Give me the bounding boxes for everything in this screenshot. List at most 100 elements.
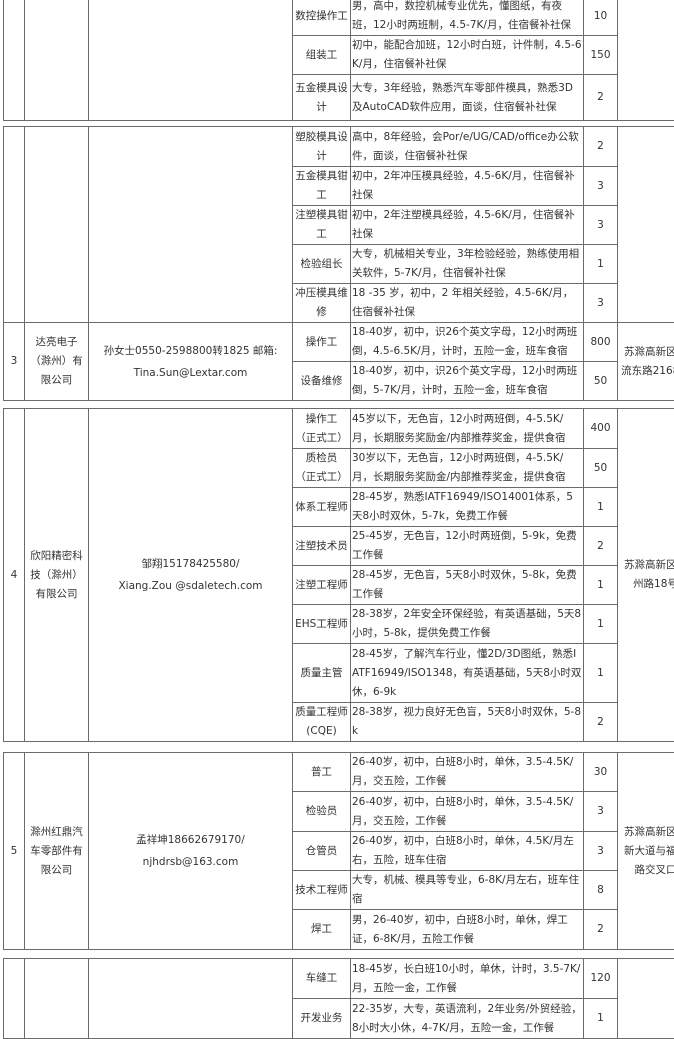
job-title: 五金模具设计: [293, 75, 351, 121]
job-title: 塑胶模具设计: [293, 127, 351, 167]
company-address: [618, 127, 674, 323]
company-address: 苏滁高新区中新大道与福州路交叉口: [618, 753, 674, 950]
company-address: [618, 0, 674, 121]
job-headcount: 2: [584, 703, 618, 742]
job-title: 检验员: [293, 792, 351, 832]
job-requirements: 22-35岁，大专，英语流利，2年业务/外贸经验，8小时大小休，4-7K/月，五…: [351, 999, 584, 1039]
job-headcount: 150: [584, 36, 618, 75]
job-headcount: 3: [584, 206, 618, 245]
job-row: 塑胶模具设计高中，8年经验，会Por/e/UG/CAD/office办公软件，面…: [4, 127, 674, 167]
contact-line: 邹翔15178425580/: [90, 553, 291, 575]
contact-line: Xiang.Zou @sdaletech.com: [90, 575, 291, 597]
job-headcount: 3: [584, 832, 618, 871]
job-title: 注塑技术员: [293, 527, 351, 566]
contact-line: 孟祥坤18662679170/: [90, 829, 291, 851]
job-requirements: 25-45岁，无色盲，12小时两班倒，5-9k，免费工作餐: [351, 527, 584, 566]
job-requirements: 男，26-40岁，初中，白班8小时，单休，焊工证，6-8K/月，五险工作餐: [351, 910, 584, 950]
job-headcount: 3: [584, 167, 618, 206]
job-requirements: 大专，机械、模具等专业，6-8K/月左右，班车住宿: [351, 871, 584, 910]
job-requirements: 28-38岁，视力良好无色盲，5天8小时双休，5-8k: [351, 703, 584, 742]
job-title: 技术工程师: [293, 871, 351, 910]
job-title: 车缝工: [293, 959, 351, 999]
company-address: 苏滁高新区兰州路18号: [618, 409, 674, 742]
contact-line: Tina.Sun@Lextar.com: [90, 362, 291, 384]
company-name: 滁州红鼎汽车零部件有限公司: [25, 753, 89, 950]
company-index: 4: [4, 409, 25, 742]
job-title: 操作工 （正式工）: [293, 409, 351, 449]
job-headcount: 50: [584, 449, 618, 488]
company-name: [25, 0, 89, 121]
job-requirements: 高中，8年经验，会Por/e/UG/CAD/office办公软件，面谈，住宿餐补…: [351, 127, 584, 167]
job-requirements: 28-45岁，了解汽车行业，懂2D/3D图纸，熟悉IATF16949/ISO13…: [351, 644, 584, 703]
job-requirements: 男，高中，数控机械专业优先，懂图纸，有夜班，12小时两班制，4.5-7K/月，住…: [351, 0, 584, 36]
job-requirements: 大专，机械相关专业，3年检验经验，熟练使用相关软件，5-7K/月，住宿餐补社保: [351, 245, 584, 284]
job-requirements: 26-40岁，初中，白班8小时，单休，3.5-4.5K/月，交五险，工作餐: [351, 792, 584, 832]
job-headcount: 2: [584, 910, 618, 950]
job-headcount: 10: [584, 0, 618, 36]
job-requirements: 初中，2年冲压模具经验，4.5-6K/月，住宿餐补社保: [351, 167, 584, 206]
job-headcount: 1: [584, 644, 618, 703]
company-index: 5: [4, 753, 25, 950]
job-headcount: 3: [584, 284, 618, 323]
job-requirements: 28-38岁，2年安全环保经验，有英语基础，5天8小时，5-8k，提供免费工作餐: [351, 605, 584, 644]
company-index: [4, 127, 25, 323]
job-title: 普工: [293, 753, 351, 792]
job-requirements: 18-40岁，初中，识26个英文字母，12小时两班倒，5-7K/月，计时，五险一…: [351, 362, 584, 401]
company-block: 数控操作工男，高中，数控机械专业优先，懂图纸，有夜班，12小时两班制，4.5-7…: [3, 0, 674, 121]
job-headcount: 2: [584, 75, 618, 121]
job-requirements: 18 -35 岁，初中，2 年相关经验，4.5-6K/月，住宿餐补社保: [351, 284, 584, 323]
job-requirements: 初中，2年注塑模具经验，4.5-6K/月，住宿餐补社保: [351, 206, 584, 245]
company-address: 苏滁高新区清流东路2168号: [618, 323, 674, 401]
company-contact: 孟祥坤18662679170/njhdrsb@163.com: [89, 753, 293, 950]
job-requirements: 45岁以下，无色盲，12小时两班倒，4-5.5K/月，长期服务奖励金/内部推荐奖…: [351, 409, 584, 449]
company-name: [25, 959, 89, 1039]
job-title: 注塑模具钳工: [293, 206, 351, 245]
job-headcount: 50: [584, 362, 618, 401]
job-title: 质量工程师(CQE): [293, 703, 351, 742]
company-block: 塑胶模具设计高中，8年经验，会Por/e/UG/CAD/office办公软件，面…: [3, 126, 674, 323]
job-requirements: 26-40岁，初中，白班8小时，单休，3.5-4.5K/月，交五险，工作餐: [351, 753, 584, 792]
contact-line: njhdrsb@163.com: [90, 851, 291, 873]
company-index: 3: [4, 323, 25, 401]
job-title: 质检员 （正式工）: [293, 449, 351, 488]
job-headcount: 400: [584, 409, 618, 449]
company-index: [4, 959, 25, 1039]
job-title: 仓管员: [293, 832, 351, 871]
company-contact: [89, 127, 293, 323]
company-contact: 邹翔15178425580/Xiang.Zou @sdaletech.com: [89, 409, 293, 742]
job-title: 焊工: [293, 910, 351, 950]
job-requirements: 30岁以下，无色盲，12小时两班倒，4-5.5K/月，长期服务奖励金/内部推荐奖…: [351, 449, 584, 488]
job-headcount: 2: [584, 127, 618, 167]
job-headcount: 1: [584, 245, 618, 284]
company-address: [618, 959, 674, 1039]
job-headcount: 800: [584, 323, 618, 362]
job-requirements: 28-45岁，无色盲，5天8小时双休，5-8k，免费工作餐: [351, 566, 584, 605]
job-title: 体系工程师: [293, 488, 351, 527]
job-title: 操作工: [293, 323, 351, 362]
company-contact: 孙女士0550-2598800转1825 邮箱:Tina.Sun@Lextar.…: [89, 323, 293, 401]
contact-line: 孙女士0550-2598800转1825 邮箱:: [90, 340, 291, 362]
company-name: 达亮电子（滁州）有限公司: [25, 323, 89, 401]
job-requirements: 初中，能配合加班，12小时白班，计件制，4.5-6K/月，住宿餐补社保: [351, 36, 584, 75]
job-headcount: 1: [584, 566, 618, 605]
job-headcount: 120: [584, 959, 618, 999]
company-contact: [89, 0, 293, 121]
job-requirements: 28-45岁，熟悉IATF16949/ISO14001体系，5天8小时双休，5-…: [351, 488, 584, 527]
job-headcount: 1: [584, 605, 618, 644]
job-headcount: 2: [584, 527, 618, 566]
company-index: [4, 0, 25, 121]
company-name: 欣阳精密科技（滁州）有限公司: [25, 409, 89, 742]
job-requirements: 大专，3年经验，熟悉汽车零部件模具，熟悉3D及AutoCAD软件应用，面谈，住宿…: [351, 75, 584, 121]
job-requirements: 18-45岁，长白班10小时，单休，计时，3.5-7K/月，五险一金，工作餐: [351, 959, 584, 999]
job-headcount: 8: [584, 871, 618, 910]
job-headcount: 1: [584, 488, 618, 527]
job-title: 质量主管: [293, 644, 351, 703]
job-title: 冲压模具维修: [293, 284, 351, 323]
